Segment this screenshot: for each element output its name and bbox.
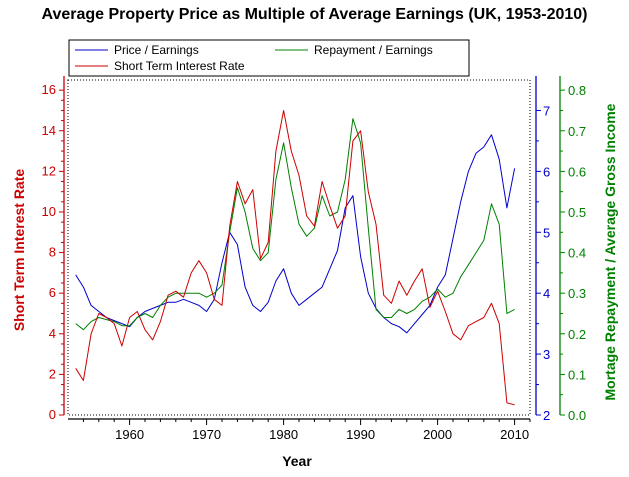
y-left-tick-label: 16 xyxy=(42,82,56,97)
legend-label-rate: Short Term Interest Rate xyxy=(114,59,245,73)
x-tick-label: 1970 xyxy=(192,427,221,442)
series-line-price xyxy=(75,134,516,334)
y-axis-title-left: Short Term Interest Rate xyxy=(11,169,27,332)
x-tick-label: 1960 xyxy=(115,427,144,442)
y-right1-tick-label: 6 xyxy=(543,164,550,179)
legend-label-repay: Repayment / Earnings xyxy=(314,43,433,57)
plot-area xyxy=(67,79,531,416)
plot-frame xyxy=(67,79,531,416)
y-right2-tick-label: 0.6 xyxy=(568,164,586,179)
y-right1-tick-label: 7 xyxy=(543,103,550,118)
y-axis-title-right2: Mortage Repayment / Average Gross Income xyxy=(602,103,618,400)
y-right2-tick-label: 0.0 xyxy=(568,408,586,423)
axes-layer: 0 2 4 6 8 10 12 14 16 1960 1970 1980 1990 2000 2010 2 3 4… xyxy=(42,76,586,442)
x-tick-label: 1980 xyxy=(269,427,298,442)
y-right2-tick-label: 0.7 xyxy=(568,124,586,139)
series-line-repay xyxy=(75,118,515,331)
y-right1-tick-label: 3 xyxy=(543,347,550,362)
y-right2-tick-label: 0.4 xyxy=(568,246,586,261)
x-tick-label: 2010 xyxy=(500,427,529,442)
y-left-tick-label: 0 xyxy=(49,407,56,422)
chart-title: Average Property Price as Multiple of Av… xyxy=(41,6,588,23)
y-right2-tick-label: 0.3 xyxy=(568,286,586,301)
legend-box xyxy=(68,39,470,77)
y-right2-tick-label: 0.1 xyxy=(568,367,586,382)
y-left-tick-label: 14 xyxy=(42,123,56,138)
y-right1-tick-label: 5 xyxy=(543,225,550,240)
y-left-tick-label: 4 xyxy=(49,326,56,341)
y-right1-tick-label: 4 xyxy=(543,286,550,301)
y-left-tick-label: 8 xyxy=(49,245,56,260)
y-left-tick-label: 2 xyxy=(49,366,56,381)
y-left-tick-label: 10 xyxy=(42,204,56,219)
x-tick-label: 2000 xyxy=(423,427,452,442)
series-layer xyxy=(75,110,516,406)
y-right1-tick-label: 2 xyxy=(543,408,550,423)
series-line-rate xyxy=(75,110,515,406)
y-right2-tick-label: 0.2 xyxy=(568,327,586,342)
legend-label-price: Price / Earnings xyxy=(114,43,199,57)
y-left-tick-label: 12 xyxy=(42,163,56,178)
x-tick-label: 1990 xyxy=(346,427,375,442)
x-axis-title: Year xyxy=(282,453,312,469)
legend: Price / Earnings Repayment / Earnings Sh… xyxy=(68,39,470,77)
y-left-tick-label: 6 xyxy=(49,285,56,300)
y-right2-tick-label: 0.8 xyxy=(568,83,586,98)
y-right2-tick-label: 0.5 xyxy=(568,205,586,220)
